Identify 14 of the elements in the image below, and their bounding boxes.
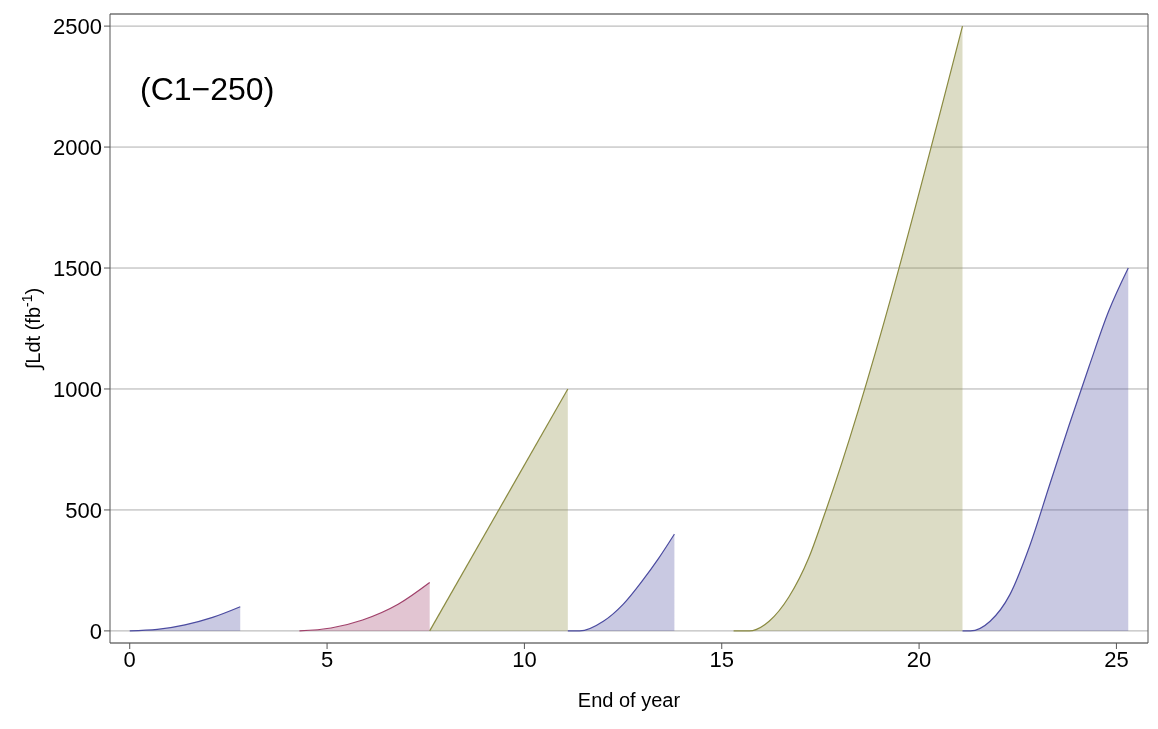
y-tick-label: 0 <box>89 618 102 644</box>
x-tick-label: 25 <box>1104 646 1129 672</box>
y-tick-label: 2000 <box>53 134 102 160</box>
y-tick-label: 2500 <box>53 13 102 39</box>
x-axis-title: End of year <box>577 689 681 711</box>
x-tick-label: 10 <box>512 646 537 672</box>
x-tick-label: 5 <box>320 646 334 672</box>
y-tick-label: 1500 <box>53 255 102 281</box>
x-tick-label: 15 <box>709 646 734 672</box>
annotation: (C1−250) <box>140 71 275 107</box>
x-tick-label: 20 <box>906 646 932 672</box>
y-tick-label: 500 <box>65 497 102 523</box>
y-tick-label: 1000 <box>53 376 102 402</box>
x-tick-label: 0 <box>123 646 136 672</box>
